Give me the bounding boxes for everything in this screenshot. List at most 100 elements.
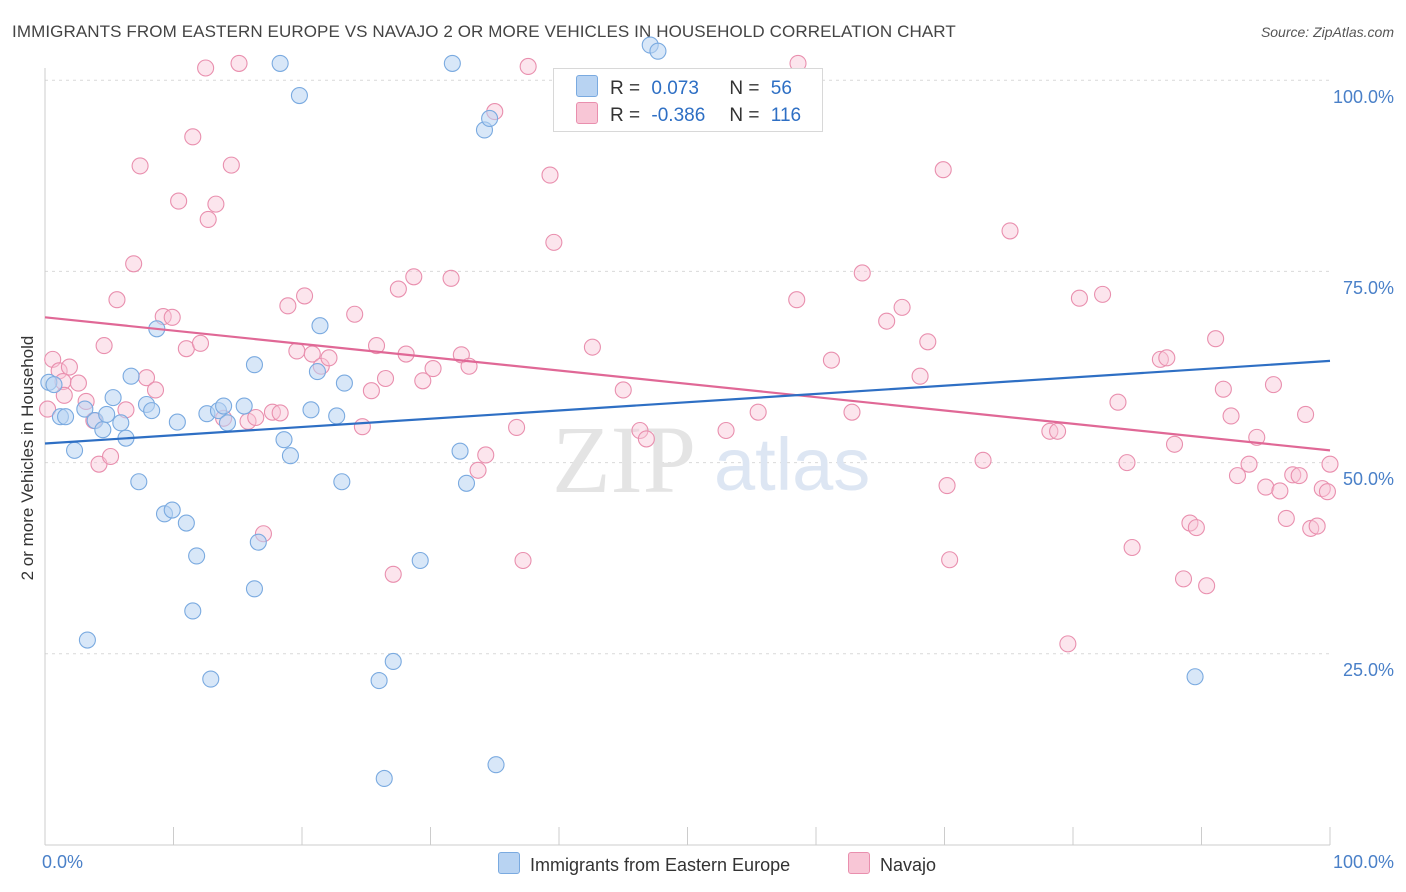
eastern-europe-point xyxy=(443,54,461,72)
legend-r-value: 0.073 xyxy=(651,78,699,99)
navajo-point xyxy=(1198,577,1216,595)
eastern-europe-point xyxy=(411,551,429,570)
legend-r-label: R = xyxy=(610,78,641,99)
eastern-europe-point xyxy=(76,400,94,418)
eastern-europe-point xyxy=(375,769,393,788)
navajo-point xyxy=(414,372,432,390)
legend-row-navajo: R = -0.386 N = 116 xyxy=(576,102,801,126)
navajo-point xyxy=(717,421,735,440)
navajo-point xyxy=(1240,455,1258,473)
eastern-europe-point xyxy=(275,431,293,449)
navajo-point xyxy=(197,59,215,77)
eastern-europe-point xyxy=(370,672,388,690)
navajo-point xyxy=(1302,519,1320,537)
navajo-point xyxy=(279,297,297,315)
bottom-legend-navajo: Navajo xyxy=(848,852,936,876)
navajo-point xyxy=(405,268,423,286)
watermark-atlas: atlas xyxy=(714,423,870,506)
legend-swatch-blue xyxy=(576,75,598,97)
navajo-point xyxy=(389,280,407,298)
navajo-point xyxy=(353,418,371,436)
navajo-point xyxy=(146,381,165,399)
navajo-point xyxy=(1228,467,1247,485)
navajo-point xyxy=(247,408,265,427)
legend-swatch-pink xyxy=(576,102,598,124)
correlation-legend: R = 0.073 N = 56 R = -0.386 N = 116 xyxy=(553,68,823,132)
legend-r-label: R = xyxy=(610,105,641,126)
navajo-point xyxy=(222,156,240,174)
navajo-point xyxy=(346,305,364,323)
eastern-europe-trend-line xyxy=(44,359,1331,445)
eastern-europe-point xyxy=(487,756,505,774)
navajo-point xyxy=(1297,405,1315,423)
navajo-point xyxy=(853,264,871,282)
navajo-point xyxy=(55,386,73,404)
navajo-point xyxy=(1109,393,1127,411)
navajo-point xyxy=(519,57,537,76)
y-tick-label-50: 50.0% xyxy=(1342,469,1394,489)
navajo-point xyxy=(1277,509,1295,527)
navajo-point xyxy=(1313,480,1331,498)
eastern-europe-point xyxy=(384,652,402,671)
navajo-point xyxy=(376,369,395,388)
eastern-europe-point xyxy=(218,414,237,432)
bottom-legend-eastern-europe: Immigrants from Eastern Europe xyxy=(498,852,790,876)
navajo-point xyxy=(477,446,495,464)
bottom-legend-swatch-blue xyxy=(498,852,520,874)
navajo-trend-line xyxy=(44,316,1331,452)
navajo-point xyxy=(637,430,655,448)
eastern-europe-point xyxy=(78,631,96,649)
navajo-point xyxy=(1321,455,1339,473)
navajo-point xyxy=(1070,289,1088,307)
navajo-point xyxy=(288,342,306,360)
navajo-point xyxy=(424,360,442,378)
legend-n-label: N = xyxy=(729,105,760,126)
watermark-zip: ZIP xyxy=(552,406,696,513)
navajo-point xyxy=(974,451,992,469)
eastern-europe-points xyxy=(40,36,1204,788)
navajo-point xyxy=(95,337,113,355)
y-tick-label-25: 25.0% xyxy=(1342,660,1394,680)
navajo-point xyxy=(878,312,896,330)
eastern-europe-point xyxy=(143,402,161,420)
eastern-europe-point xyxy=(66,441,84,459)
navajo-point xyxy=(631,421,649,440)
x-tick-label-0: 0.0% xyxy=(42,852,84,872)
navajo-point xyxy=(583,338,601,356)
navajo-point xyxy=(296,287,314,305)
legend-n-value: 56 xyxy=(770,78,792,99)
eastern-europe-point xyxy=(94,421,112,439)
navajo-point xyxy=(893,298,911,316)
navajo-point xyxy=(191,334,210,352)
eastern-europe-point xyxy=(188,547,206,565)
eastern-europe-point xyxy=(45,376,63,394)
legend-r-value: -0.386 xyxy=(651,105,706,126)
navajo-point xyxy=(184,128,202,146)
eastern-europe-point xyxy=(311,317,329,335)
axes xyxy=(44,68,1331,846)
navajo-point xyxy=(1094,285,1112,303)
eastern-europe-point xyxy=(302,401,320,419)
navajo-point xyxy=(508,418,526,436)
legend-n-label: N = xyxy=(729,78,760,99)
navajo-point xyxy=(1118,454,1136,472)
navajo-points xyxy=(39,54,1339,653)
navajo-point xyxy=(199,210,217,228)
navajo-point xyxy=(934,161,952,179)
bottom-legend-label-pink: Navajo xyxy=(880,855,937,875)
watermark: ZIP atlas xyxy=(552,406,870,513)
navajo-point xyxy=(1165,435,1184,453)
eastern-europe-point xyxy=(1186,668,1204,686)
navajo-point xyxy=(1151,350,1169,368)
navajo-point xyxy=(271,404,289,422)
navajo-point xyxy=(101,447,120,466)
bottom-legend-label-blue: Immigrants from Eastern Europe xyxy=(530,855,791,875)
navajo-point xyxy=(230,54,248,72)
navajo-point xyxy=(131,157,149,175)
navajo-point xyxy=(125,255,143,273)
eastern-europe-point xyxy=(335,374,353,392)
eastern-europe-point xyxy=(281,447,299,465)
navajo-point xyxy=(514,551,532,570)
navajo-point xyxy=(60,358,78,376)
eastern-europe-point xyxy=(271,54,289,72)
